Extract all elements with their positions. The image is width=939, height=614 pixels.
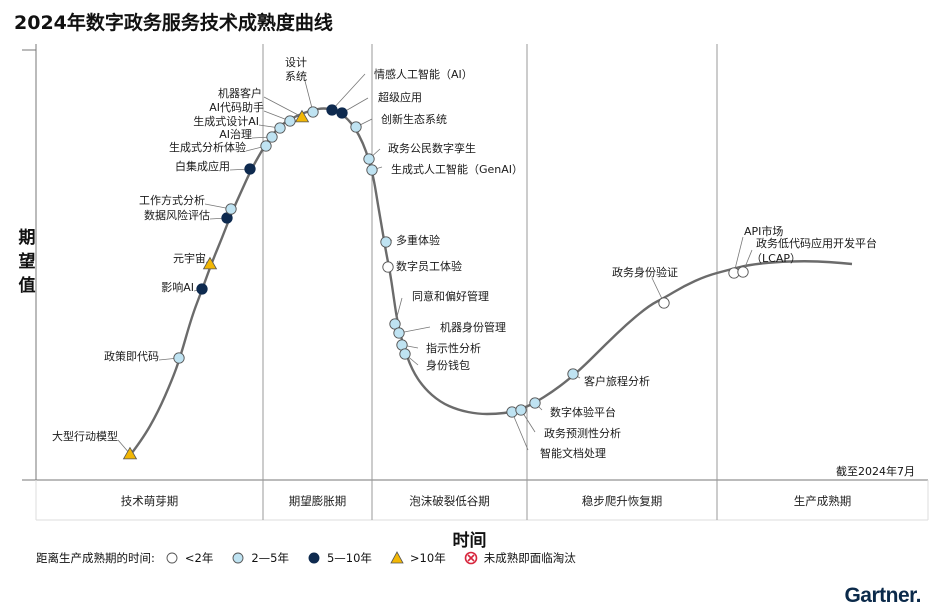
tech-label: 政务预测性分析 [544, 426, 621, 440]
legend-symbol [464, 551, 478, 565]
phase-label: 生产成熟期 [794, 494, 852, 508]
tech-label: 数字体验平台 [550, 405, 616, 419]
tech-label: 工作方式分析 [139, 193, 205, 207]
tech-marker[interactable] [363, 153, 375, 165]
legend-symbol [390, 551, 404, 564]
tech-label: 超级应用 [378, 90, 422, 104]
tech-label: 多重体验 [396, 233, 440, 247]
tech-marker[interactable] [336, 107, 348, 119]
tech-marker[interactable] [196, 283, 208, 295]
tech-label: 数据风险评估 [144, 208, 210, 222]
tech-label: 大型行动模型 [52, 429, 118, 443]
tech-label: 政务公民数字孪生 [388, 141, 476, 155]
legend-item-obsolete: 未成熟即面临淘汰 [464, 550, 576, 566]
tech-label: 数字员工体验 [396, 259, 462, 273]
tech-label: 同意和偏好管理 [412, 289, 489, 303]
tech-marker[interactable] [225, 203, 237, 215]
phase-label: 期望膨胀期 [289, 494, 347, 508]
hype-curve [127, 107, 853, 459]
gartner-logo: Gartner. [844, 584, 921, 607]
tech-marker[interactable] [350, 121, 362, 133]
tech-label: 情感人工智能（AI） [374, 67, 473, 81]
tech-marker[interactable] [382, 261, 394, 273]
legend-item-2to5: 2—5年 [231, 550, 289, 566]
tech-marker[interactable] [274, 122, 286, 134]
tech-marker[interactable] [284, 115, 296, 127]
legend-label: 5—10年 [326, 551, 372, 565]
phase-label: 泡沫破裂低谷期 [409, 494, 490, 508]
tech-marker[interactable] [173, 352, 185, 364]
legend-label: >10年 [409, 551, 446, 565]
tech-label: 身份钱包 [426, 358, 470, 372]
tech-marker[interactable] [515, 404, 527, 416]
tech-label: 指示性分析 [426, 341, 481, 355]
tech-marker[interactable] [567, 368, 579, 380]
tech-marker[interactable] [326, 104, 338, 116]
legend-item-gt10: >10年 [390, 550, 446, 566]
legend: 距离生产成熟期的时间: <2年 2—5年 5—10年 >10年 未成熟即面临淘汰 [36, 550, 576, 566]
tech-marker[interactable] [399, 348, 411, 360]
tech-label: 智能文档处理 [540, 446, 606, 460]
tech-marker[interactable] [380, 236, 392, 248]
legend-item-5to10: 5—10年 [307, 550, 372, 566]
legend-symbol [232, 552, 244, 564]
tech-label: 生成式设计AI [193, 114, 259, 128]
tech-label: 机器客户 [218, 86, 262, 100]
legend-label: 2—5年 [251, 551, 289, 565]
tech-label: AI代码助手 [209, 100, 264, 114]
legend-item-lt2: <2年 [165, 550, 213, 566]
x-axis-label: 时间 [452, 531, 487, 551]
tech-label: 政务身份验证 [612, 265, 678, 279]
y-axis-label: 期望值 [18, 228, 36, 296]
legend-label: 未成熟即面临淘汰 [483, 551, 576, 565]
tech-label: API市场 [744, 224, 783, 238]
tech-marker[interactable] [294, 109, 310, 123]
tech-label: 影响AI [161, 281, 194, 294]
leader-line [511, 411, 529, 451]
tech-marker[interactable] [244, 163, 256, 175]
tech-label: 客户旅程分析 [584, 374, 650, 388]
tech-label: 白集成应用 [175, 159, 230, 173]
tech-label: 生成式分析体验 [169, 140, 246, 154]
tech-marker[interactable] [202, 256, 218, 270]
tech-label: 元宇宙 [173, 251, 206, 265]
tech-marker[interactable] [260, 140, 272, 152]
tech-marker[interactable] [266, 131, 278, 143]
tech-marker[interactable] [529, 397, 541, 409]
leader-line [733, 236, 744, 274]
tech-marker[interactable] [737, 266, 749, 278]
legend-label: <2年 [184, 551, 214, 565]
tech-label: 机器身份管理 [440, 320, 506, 334]
phase-label: 稳步爬升恢复期 [582, 494, 663, 508]
tech-label: 系统 [285, 70, 307, 83]
phase-label: 技术萌芽期 [121, 494, 179, 508]
tech-label: 政务低代码应用开发平台 [756, 236, 877, 250]
leader-line [263, 96, 303, 118]
legend-symbol [308, 552, 320, 564]
tech-label: 政策即代码 [104, 349, 159, 363]
leader-line [331, 73, 366, 111]
tech-label: （LCAP） [751, 252, 801, 265]
tech-label: 设计 [285, 56, 307, 69]
legend-symbol [166, 552, 178, 564]
tech-marker[interactable] [366, 164, 378, 176]
tech-marker[interactable] [658, 297, 670, 309]
legend-prefix: 距离生产成熟期的时间: [36, 551, 155, 565]
as-of-date: 截至2024年7月 [836, 465, 915, 478]
chart-title: 2024年数字政务服务技术成熟度曲线 [14, 12, 333, 34]
tech-label: 创新生态系统 [381, 112, 447, 126]
tech-marker[interactable] [307, 106, 319, 118]
tech-label: AI治理 [219, 127, 252, 141]
tech-marker[interactable] [122, 446, 138, 460]
tech-marker[interactable] [393, 327, 405, 339]
tech-label: 生成式人工智能（GenAI） [391, 162, 523, 176]
